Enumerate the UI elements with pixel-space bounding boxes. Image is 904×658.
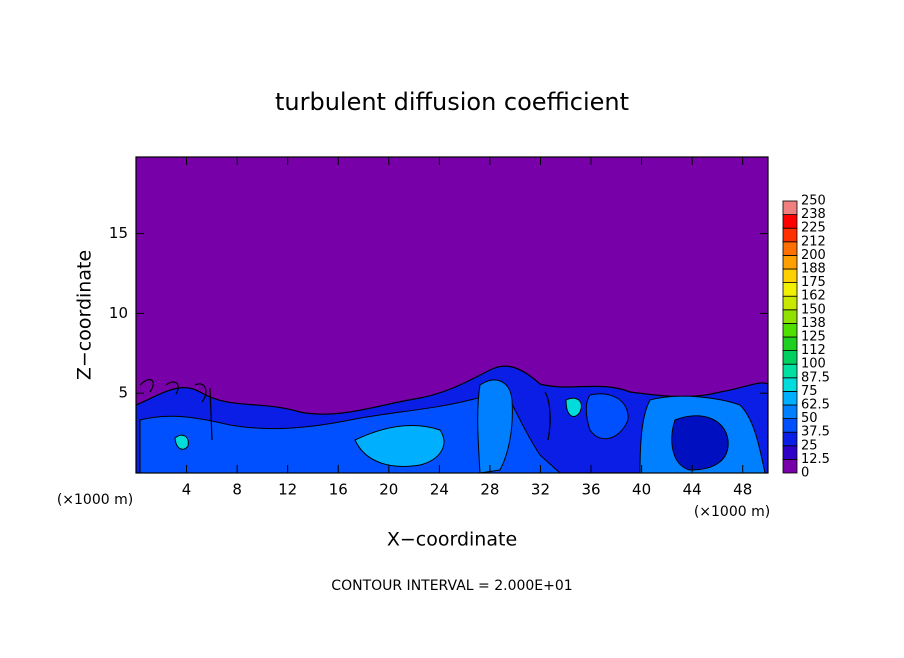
colorbar-box <box>782 322 798 338</box>
colorbar-label: 175 <box>801 275 826 290</box>
colorbar-label: 37.5 <box>801 425 830 440</box>
colorbar-label: 150 <box>801 302 826 317</box>
colorbar-label: 75 <box>801 384 818 399</box>
y-tick-label: 15 <box>109 224 128 242</box>
x-tick-label: 32 <box>531 481 550 499</box>
plot-frame <box>135 156 769 474</box>
colorbar-box <box>782 377 798 392</box>
colorbar-box <box>782 227 798 243</box>
field-blob <box>671 415 729 471</box>
colorbar-box <box>782 350 798 365</box>
colorbar-label: 100 <box>801 357 826 372</box>
colorbar-label: 188 <box>801 262 826 277</box>
colorbar-label: 212 <box>801 234 826 249</box>
colorbar-box <box>782 336 798 352</box>
colorbar-box <box>782 295 798 311</box>
field-blob <box>139 394 561 473</box>
footer-note: CONTOUR INTERVAL = 2.000E+01 <box>331 578 572 594</box>
colorbar-box <box>782 200 798 216</box>
y-axis-label: Z−coordinate <box>74 250 96 380</box>
chart-title: turbulent diffusion coefficient <box>275 88 629 116</box>
colorbar-label: 12.5 <box>801 452 830 467</box>
y-unit-label: (×1000 m) <box>57 492 133 508</box>
field-blob <box>477 379 513 473</box>
colorbar-box <box>782 254 798 270</box>
colorbar-box <box>782 282 798 297</box>
colorbar-label: 125 <box>801 330 826 345</box>
colorbar-label: 238 <box>801 207 826 222</box>
x-tick-label: 40 <box>632 481 651 499</box>
colorbar-label: 0 <box>801 466 809 481</box>
colorbar-label: 62.5 <box>801 398 830 413</box>
x-tick-label: 12 <box>278 481 297 499</box>
x-tick-label: 4 <box>182 481 192 499</box>
colorbar-box <box>782 458 798 474</box>
x-tick-label: 44 <box>683 481 702 499</box>
x-tick-label: 20 <box>379 481 398 499</box>
colorbar-box <box>782 418 798 433</box>
contour-field <box>136 157 768 473</box>
x-tick-label: 8 <box>232 481 242 499</box>
colorbar-box <box>782 390 798 406</box>
colorbar-box <box>782 431 798 447</box>
x-tick-label: 48 <box>733 481 752 499</box>
colorbar-label: 138 <box>801 316 826 331</box>
colorbar-box <box>782 363 798 379</box>
colorbar-box <box>782 241 798 256</box>
x-unit-label: (×1000 m) <box>694 504 770 520</box>
field-blob <box>174 434 189 450</box>
colorbar-label: 162 <box>801 289 826 304</box>
x-tick-label: 16 <box>329 481 348 499</box>
colorbar-box <box>782 268 798 284</box>
y-tick-label: 10 <box>109 304 128 322</box>
field-blob <box>585 393 629 440</box>
colorbar-label: 25 <box>801 438 818 453</box>
colorbar-box <box>782 445 798 460</box>
x-tick-label: 36 <box>581 481 600 499</box>
colorbar-label: 200 <box>801 248 826 263</box>
x-tick-label: 28 <box>480 481 499 499</box>
colorbar-label: 87.5 <box>801 370 830 385</box>
colorbar-box <box>782 404 798 420</box>
colorbar-box <box>782 214 798 229</box>
colorbar-label: 225 <box>801 221 826 236</box>
colorbar-label: 250 <box>801 194 826 209</box>
colorbar-label: 112 <box>801 343 826 358</box>
field-plume <box>139 379 551 441</box>
colorbar-label: 50 <box>801 411 818 426</box>
x-tick-label: 24 <box>430 481 449 499</box>
field-blob <box>565 397 582 417</box>
field-blob <box>354 424 445 467</box>
colorbar-box <box>782 309 798 324</box>
y-tick-label: 5 <box>118 384 128 402</box>
x-axis-label: X−coordinate <box>387 529 517 551</box>
